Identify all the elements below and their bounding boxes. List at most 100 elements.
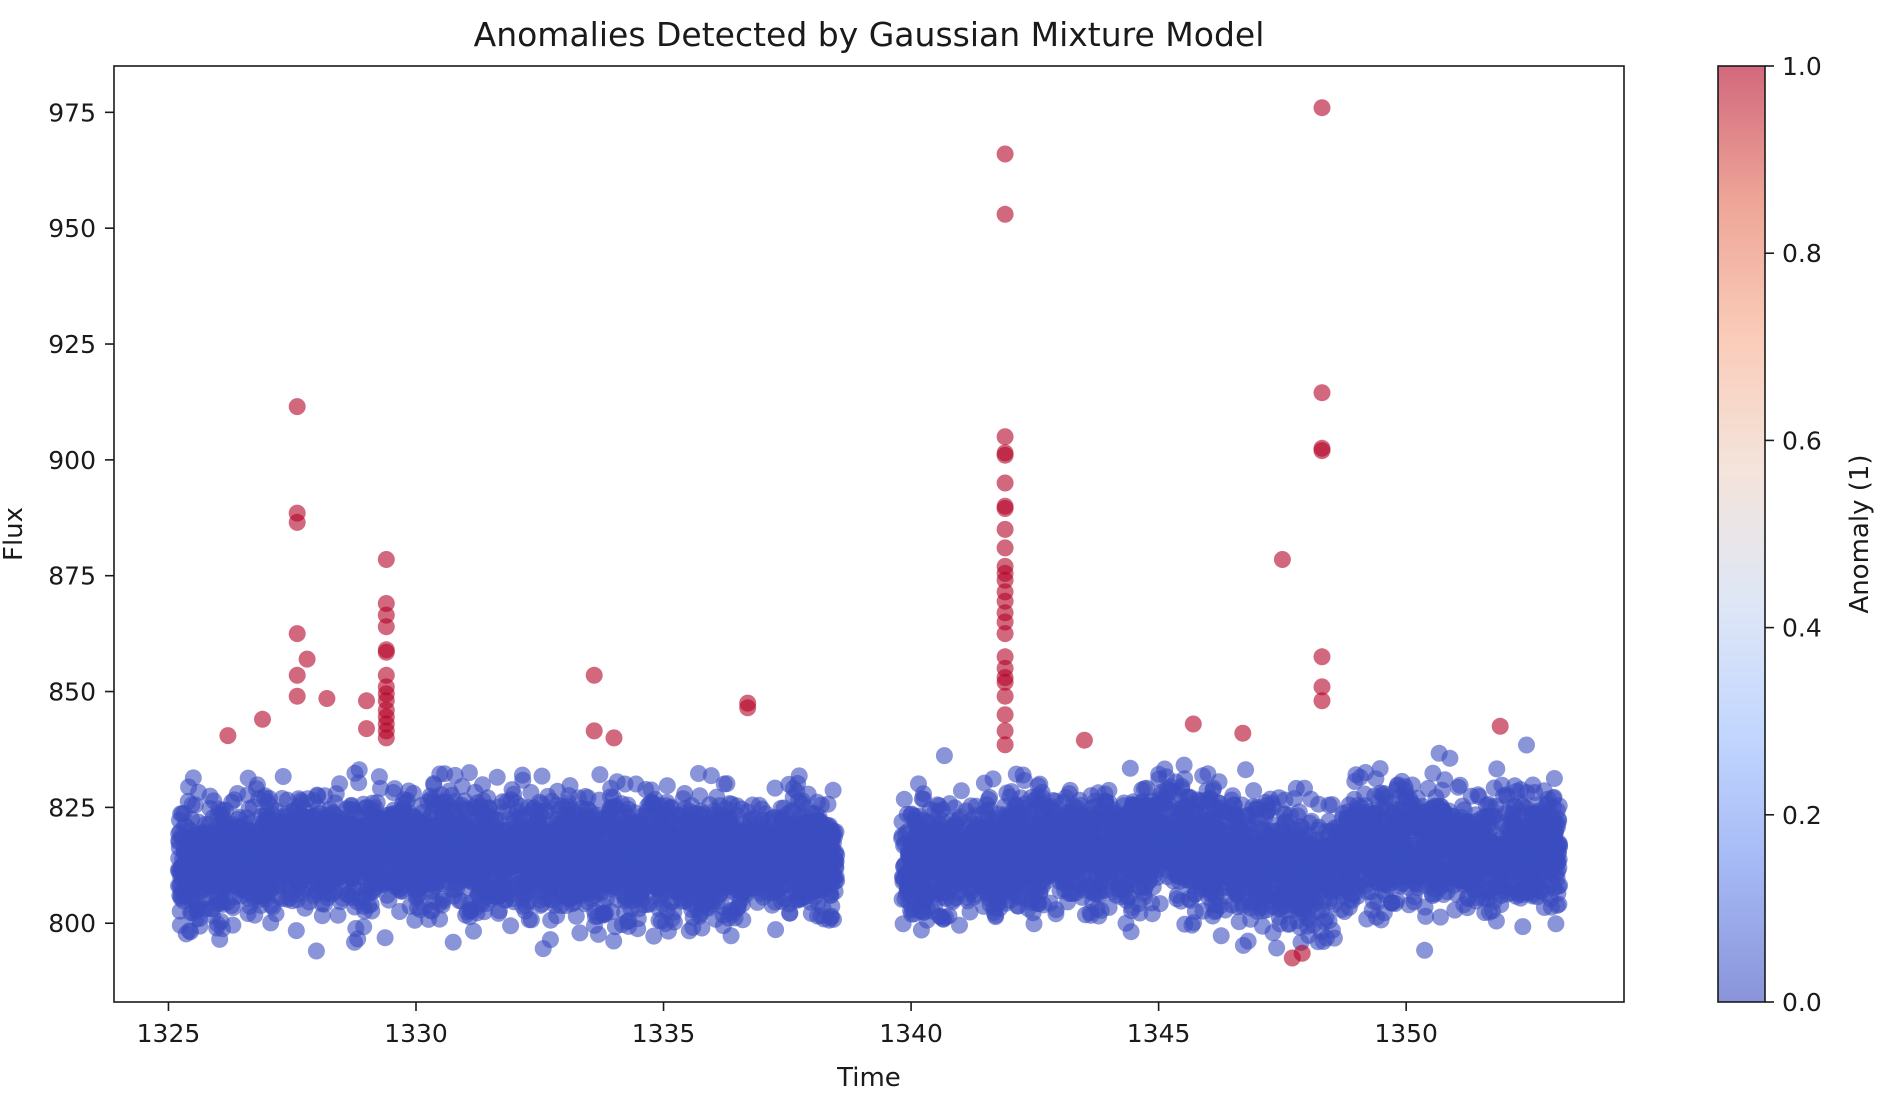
normal-point (822, 907, 840, 925)
normal-point (671, 807, 689, 825)
normal-point (542, 911, 560, 929)
normal-point (539, 787, 557, 805)
normal-point (506, 878, 524, 896)
normal-point (239, 786, 257, 804)
normal-point (520, 911, 538, 929)
normal-point (702, 767, 720, 785)
normal-point (728, 880, 746, 898)
normal-point (692, 903, 710, 921)
normal-point (262, 914, 280, 932)
normal-point (423, 860, 441, 878)
normal-point (675, 828, 693, 846)
normal-point (514, 771, 532, 789)
normal-point (566, 817, 584, 835)
normal-point (766, 779, 784, 797)
normal-point (824, 781, 842, 799)
normal-point (321, 800, 339, 818)
normal-point (826, 883, 844, 900)
normal-point (663, 853, 680, 871)
normal-point (658, 793, 676, 811)
normal-point (178, 857, 196, 875)
normal-point (571, 924, 589, 942)
normal-point (591, 766, 609, 784)
normal-point (204, 846, 222, 864)
normal-points-layer (170, 736, 1569, 960)
normal-point (238, 855, 256, 873)
normal-point (1416, 941, 1434, 959)
normal-point (299, 825, 317, 843)
normal-point (507, 839, 525, 857)
normal-point (460, 764, 478, 782)
normal-point (742, 810, 759, 828)
normal-point (742, 871, 760, 889)
normal-point (594, 873, 612, 890)
normal-point (533, 767, 551, 785)
normal-point (691, 808, 709, 826)
normal-point (186, 796, 204, 814)
normal-point (1547, 915, 1565, 933)
normal-point (307, 861, 325, 879)
plot-area (113, 65, 1625, 1003)
normal-point (798, 846, 816, 864)
normal-point (763, 896, 781, 914)
normal-point (822, 837, 840, 855)
normal-point (1245, 782, 1263, 800)
normal-point (331, 775, 349, 793)
normal-point (313, 907, 331, 925)
normal-point (425, 776, 443, 794)
normal-point (708, 788, 726, 806)
normal-point (475, 861, 493, 879)
normal-point (665, 903, 683, 921)
normal-point (491, 863, 509, 881)
normal-point (238, 809, 256, 827)
normal-point (289, 871, 307, 889)
normal-point (326, 847, 344, 865)
normal-point (541, 931, 559, 949)
normal-point (398, 863, 415, 881)
normal-point (1234, 936, 1252, 954)
normal-point (490, 843, 508, 861)
normal-point (326, 883, 343, 901)
normal-point (813, 849, 831, 867)
normal-point (239, 905, 257, 922)
normal-point (1175, 756, 1193, 774)
normal-point (223, 897, 241, 914)
normal-point (171, 902, 189, 920)
normal-point (446, 881, 464, 899)
normal-point (180, 922, 198, 940)
normal-point (981, 789, 999, 806)
normal-point (338, 885, 356, 903)
normal-point (341, 831, 359, 849)
normal-point (473, 823, 491, 841)
normal-point (598, 889, 616, 907)
normal-point (250, 841, 268, 858)
normal-point (502, 791, 520, 809)
normal-point (580, 834, 598, 852)
normal-point (1431, 908, 1449, 926)
normal-point (448, 838, 466, 856)
normal-point (1138, 779, 1156, 797)
normal-point (984, 770, 1002, 788)
normal-point (647, 857, 665, 875)
normal-point (1518, 736, 1535, 754)
normal-point (624, 892, 642, 910)
normal-point (732, 823, 750, 841)
normal-point (607, 823, 624, 841)
normal-point (253, 863, 271, 881)
normal-point (394, 882, 412, 900)
normal-point (502, 917, 520, 935)
normal-point (620, 917, 638, 935)
normal-point (812, 796, 830, 814)
normal-point (533, 873, 551, 891)
normal-point (362, 895, 380, 913)
normal-point (640, 825, 658, 843)
normal-point (224, 916, 242, 934)
normal-point (401, 828, 419, 846)
normal-point (208, 890, 226, 908)
normal-point (391, 903, 409, 920)
normal-point (658, 777, 676, 795)
normal-point (613, 795, 631, 813)
normal-point (346, 764, 364, 782)
normal-point (748, 893, 766, 911)
